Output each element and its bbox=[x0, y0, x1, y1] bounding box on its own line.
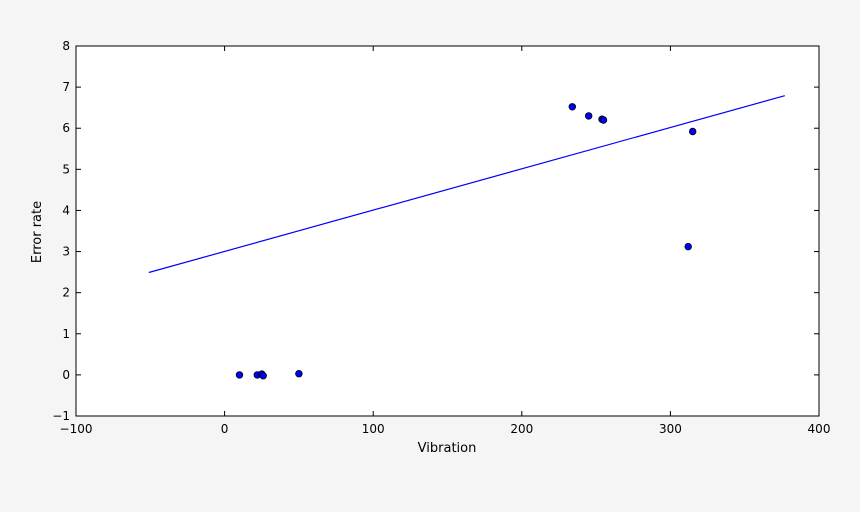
scatter-point-3 bbox=[259, 372, 267, 380]
y-tick-label: 7 bbox=[62, 80, 70, 94]
y-tick-label: 1 bbox=[62, 327, 70, 341]
y-tick-label: −1 bbox=[52, 409, 70, 423]
y-tick-label: 5 bbox=[62, 162, 70, 176]
x-tick-label: 300 bbox=[659, 422, 682, 436]
scatter-point-8 bbox=[599, 116, 608, 124]
y-tick-label: 6 bbox=[62, 121, 70, 135]
y-tick-label: 4 bbox=[62, 203, 70, 217]
scatter-point-10 bbox=[689, 127, 697, 136]
scatter-point-4 bbox=[295, 370, 303, 378]
scatter-point-5 bbox=[568, 103, 576, 111]
x-tick-label: −100 bbox=[60, 422, 93, 436]
y-tick-label: 0 bbox=[62, 368, 70, 382]
regression-line bbox=[148, 95, 785, 274]
plot-frame bbox=[75, 45, 820, 417]
x-axis-label: Vibration bbox=[418, 441, 477, 456]
x-tick-label: 0 bbox=[221, 422, 229, 436]
scatter-point-0 bbox=[235, 371, 244, 379]
x-tick-label: 200 bbox=[510, 422, 533, 436]
x-tick-label: 400 bbox=[808, 422, 831, 436]
y-axis-label: Error rate bbox=[30, 201, 45, 263]
scatter-point-6 bbox=[585, 112, 593, 120]
x-tick-label: 100 bbox=[362, 422, 385, 436]
axes: −100 0 100 200 300 400 −1 0 1 2 3 4 5 6 7 8 bbox=[52, 39, 830, 436]
y-tick-label: 2 bbox=[62, 286, 70, 300]
y-tick-label: 3 bbox=[62, 245, 70, 259]
plot-background bbox=[76, 46, 819, 416]
y-tick-label: 8 bbox=[62, 39, 70, 53]
plot-area bbox=[76, 46, 819, 416]
scatter-point-9 bbox=[684, 242, 692, 251]
